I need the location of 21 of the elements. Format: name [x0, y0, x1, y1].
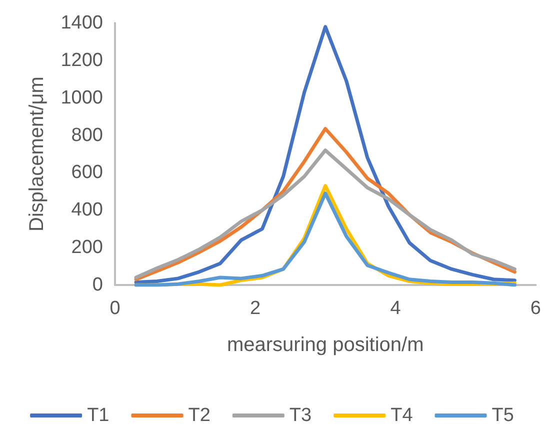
- y-axis-title: Displacement/μm: [26, 76, 48, 232]
- line-series: [134, 148, 516, 280]
- y-tick-label: 0: [92, 274, 103, 296]
- y-tick-label: 1200: [60, 50, 103, 71]
- x-tick-label: 2: [250, 298, 261, 319]
- y-tick-label: 1400: [60, 12, 103, 34]
- y-tick-label: 200: [71, 237, 103, 258]
- x-tick-label: 6: [530, 298, 542, 319]
- legend-label: T2: [188, 405, 210, 426]
- y-tick-label: 800: [71, 124, 103, 146]
- legend-label: T4: [390, 405, 414, 426]
- y-tick-label: 1000: [60, 87, 103, 108]
- legend-label: T5: [492, 405, 514, 426]
- x-tick-label: 0: [110, 298, 120, 319]
- line-series: [134, 24, 516, 284]
- x-axis-title: mearsuring position/m: [226, 334, 424, 356]
- y-tick-label: 400: [71, 200, 103, 221]
- x-tick-label: 4: [390, 298, 402, 319]
- legend-label: T3: [289, 405, 312, 426]
- legend-label: T1: [87, 405, 110, 426]
- y-tick-label: 600: [71, 162, 103, 184]
